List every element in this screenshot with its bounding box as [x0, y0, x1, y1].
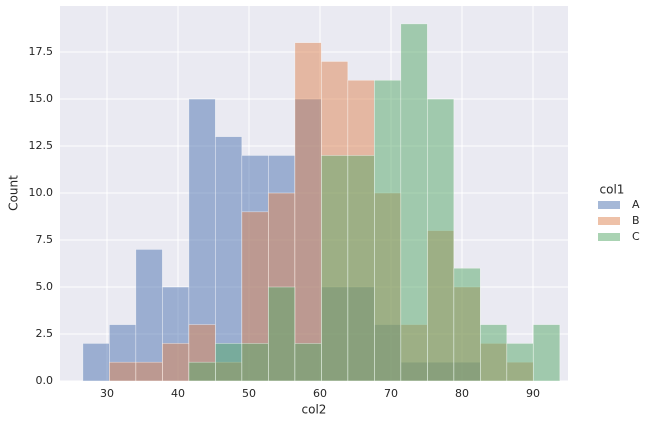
y-tick-label: 2.5 [36, 327, 54, 340]
legend-label: A [632, 198, 640, 211]
bar [374, 79, 402, 382]
bar [506, 343, 534, 382]
bar [294, 42, 322, 382]
bar [268, 286, 296, 382]
legend-label: B [632, 214, 640, 227]
y-tick-label: 15.0 [29, 92, 54, 105]
x-tick-label: 80 [455, 387, 469, 400]
x-tick-label: 70 [384, 387, 398, 400]
legend-title: col1 [600, 183, 625, 197]
y-tick-label: 10.0 [29, 186, 54, 199]
y-axis-label: Count [7, 175, 21, 211]
y-tick-label: 7.5 [36, 233, 54, 246]
bar [532, 324, 561, 382]
x-tick-label: 60 [313, 387, 327, 400]
bar [82, 343, 110, 382]
y-tick-label: 0.0 [36, 374, 54, 387]
bar [135, 361, 163, 382]
x-tick-label: 30 [100, 387, 114, 400]
y-tick-label: 12.5 [29, 139, 54, 152]
bar [215, 343, 243, 382]
x-tick-label: 40 [171, 387, 185, 400]
bar [162, 343, 190, 382]
legend-swatch [598, 201, 620, 209]
x-tick-label: 90 [526, 387, 540, 400]
bar [480, 324, 508, 382]
legend-swatch [598, 233, 620, 241]
bar [427, 98, 455, 382]
y-tick-label: 17.5 [29, 45, 54, 58]
bar [294, 343, 322, 382]
bar [400, 23, 428, 382]
bar [453, 267, 481, 382]
y-tick-label: 5.0 [36, 280, 54, 293]
bar [241, 343, 269, 382]
legend-swatch [598, 217, 620, 225]
x-tick-label: 50 [242, 387, 256, 400]
legend-label: C [632, 230, 640, 243]
bar [321, 155, 349, 382]
bar [215, 136, 243, 382]
bar [109, 361, 137, 382]
x-axis-label: col2 [302, 403, 327, 417]
bar [347, 155, 375, 382]
bar [135, 249, 163, 382]
bar [188, 361, 216, 382]
